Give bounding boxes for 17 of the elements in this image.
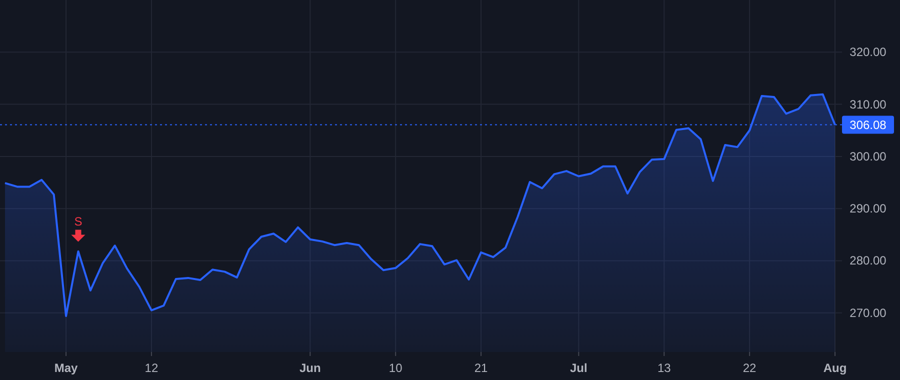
x-tick-label: 10 <box>388 361 403 375</box>
x-tick-label: 13 <box>657 361 672 375</box>
x-tick-label: 12 <box>144 361 158 375</box>
y-tick-label: 280.00 <box>850 254 887 268</box>
x-tick-label: May <box>54 361 78 375</box>
y-tick-label: 270.00 <box>850 306 887 320</box>
y-tick-label: 290.00 <box>850 202 887 216</box>
x-tick-label: Jul <box>570 361 588 375</box>
y-tick-label: 320.00 <box>850 45 887 60</box>
y-tick-label: 310.00 <box>850 97 887 112</box>
ref-line-label: 306.08 <box>850 118 887 132</box>
x-tick-label: 22 <box>742 361 757 375</box>
x-tick-label: Jun <box>299 361 321 375</box>
x-tick-label: 21 <box>474 361 488 375</box>
series-label: S <box>74 214 82 229</box>
y-tick-label: 300.00 <box>850 149 887 164</box>
x-tick-label: Aug <box>823 361 847 375</box>
